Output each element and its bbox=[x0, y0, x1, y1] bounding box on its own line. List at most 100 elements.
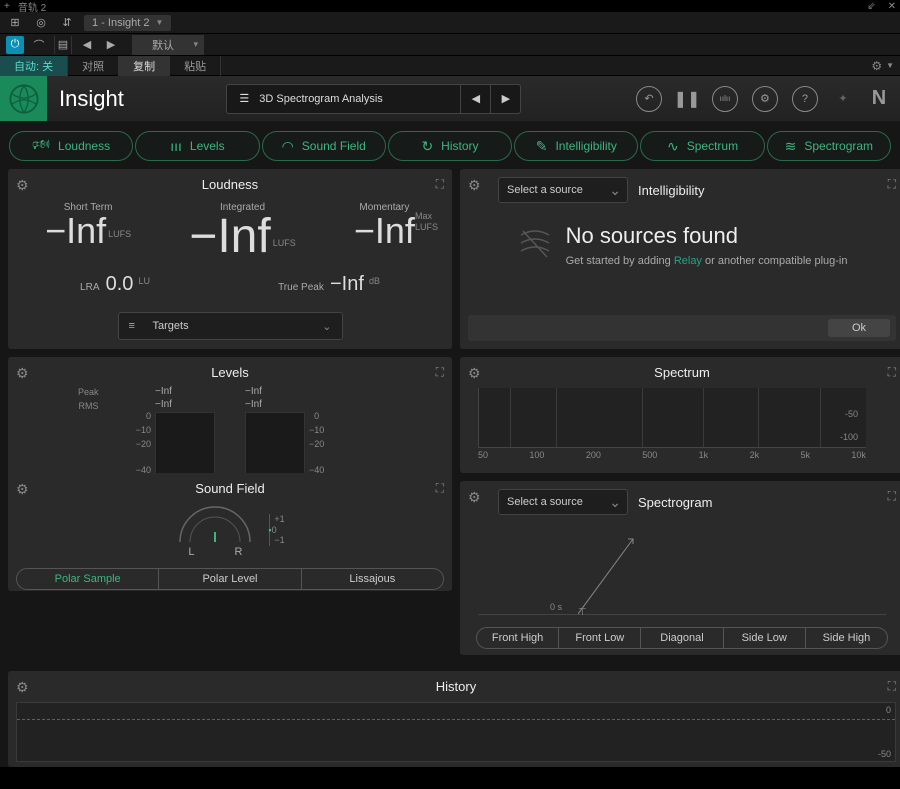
spectrum-x-labels: 501002005001k2k5k10k bbox=[478, 450, 866, 460]
preset-field[interactable]: ☰ 3D Spectrogram Analysis bbox=[226, 84, 461, 114]
pin-icon[interactable]: ⇙ bbox=[867, 1, 875, 12]
tab-front-low[interactable]: Front Low bbox=[559, 627, 641, 649]
plugin-logo bbox=[0, 76, 47, 121]
track-selector[interactable]: 1 - Insight 2▼ bbox=[84, 15, 171, 31]
short-term-value: −Inf bbox=[45, 210, 106, 251]
levels-expand-icon[interactable]: ⛶ bbox=[436, 365, 444, 380]
soundfield-gear-icon[interactable]: ⚙ bbox=[16, 481, 29, 498]
tab-intelligibility[interactable]: ✎Intelligibility bbox=[514, 131, 638, 161]
right-readouts: −Inf bbox=[245, 386, 305, 397]
history-expand-icon[interactable]: ⛶ bbox=[888, 679, 896, 694]
pause-icon[interactable]: ❚❚ bbox=[676, 88, 698, 110]
route-icon[interactable]: ⇵ bbox=[58, 14, 76, 32]
history-gear-icon[interactable]: ⚙ bbox=[16, 679, 29, 696]
spectrum-expand-icon[interactable]: ⛶ bbox=[888, 365, 896, 380]
plus-icon[interactable]: + bbox=[4, 1, 10, 12]
spectrogram-time: 0 s bbox=[550, 602, 562, 612]
truepeak-label: True Peak bbox=[278, 282, 324, 293]
target-icon[interactable]: ◎ bbox=[32, 14, 50, 32]
tab-spectrum[interactable]: ∿Spectrum bbox=[640, 131, 764, 161]
intel-gear-icon[interactable]: ⚙ bbox=[468, 177, 481, 194]
tab-side-high[interactable]: Side High bbox=[806, 627, 888, 649]
undo-icon[interactable]: ↶ bbox=[636, 86, 662, 112]
grid-icon[interactable]: ⊞ bbox=[6, 14, 24, 32]
momentary-value: −Inf bbox=[354, 210, 415, 251]
loudness-icon: 🕬 bbox=[32, 134, 50, 158]
preset-prev-button[interactable]: ◀ bbox=[461, 84, 491, 114]
ok-button[interactable]: Ok bbox=[828, 319, 890, 337]
tab-front-high[interactable]: Front High bbox=[476, 627, 559, 649]
history-graph: 0 -50 bbox=[16, 702, 896, 762]
levels-title: Levels bbox=[16, 365, 444, 380]
spectrogram-expand-icon[interactable]: ⛶ bbox=[888, 489, 896, 504]
host-gear-icon[interactable]: ⚙ bbox=[871, 59, 882, 73]
intel-source-dropdown[interactable]: Select a source bbox=[498, 177, 628, 203]
spectrum-panel: ⚙ ⛶ Spectrum -50 -100 501002005001k2k5k1… bbox=[460, 357, 900, 473]
page-icon[interactable]: ▤ bbox=[54, 36, 72, 54]
intel-headline: No sources found bbox=[566, 223, 848, 249]
spectrum-title: Spectrum bbox=[468, 365, 896, 380]
tab-side-low[interactable]: Side Low bbox=[724, 627, 806, 649]
compare-cell[interactable]: 对照 bbox=[68, 56, 119, 76]
paste-cell[interactable]: 粘贴 bbox=[170, 56, 221, 76]
spectrum-gear-icon[interactable]: ⚙ bbox=[468, 365, 481, 382]
list-icon: ☰ bbox=[239, 92, 249, 105]
max-lufs-label: MaxLUFS bbox=[415, 211, 438, 233]
intel-expand-icon[interactable]: ⛶ bbox=[888, 177, 896, 192]
tab-polar-level[interactable]: Polar Level bbox=[159, 568, 301, 590]
copy-cell[interactable]: 复制 bbox=[119, 56, 170, 76]
host-preset-dropdown[interactable]: 默认 bbox=[132, 35, 204, 55]
spectrogram-title: Spectrogram bbox=[638, 495, 896, 510]
loudness-title: Loudness bbox=[16, 177, 444, 192]
tab-strip: 🕬Loudness ıııLevels ◠Sound Field ↻Histor… bbox=[0, 121, 900, 169]
tab-history[interactable]: ↻History bbox=[388, 131, 512, 161]
link-icon[interactable]: ✦ bbox=[832, 88, 854, 110]
correlation-scale: +1 ▪0 −1 bbox=[269, 514, 284, 546]
relay-link[interactable]: Relay bbox=[674, 255, 702, 267]
spectrogram-icon: ≋ bbox=[785, 138, 797, 155]
close-icon[interactable]: ✕ bbox=[888, 1, 896, 12]
host-gear-arrow[interactable]: ▼ bbox=[886, 61, 894, 70]
spectrogram-gear-icon[interactable]: ⚙ bbox=[468, 489, 481, 506]
spectrum-icon: ∿ bbox=[667, 138, 679, 155]
host-toolbar-2: ⏻ ⌒ ▤ ◀ ▶ 默认 bbox=[0, 34, 900, 56]
history-target-line bbox=[17, 719, 895, 720]
help-icon[interactable]: ? bbox=[792, 86, 818, 112]
spectrogram-source-dropdown[interactable]: Select a source bbox=[498, 489, 628, 515]
loudness-gear-icon[interactable]: ⚙ bbox=[16, 177, 29, 194]
izotope-logo-icon[interactable]: N bbox=[868, 88, 890, 110]
tab-soundfield[interactable]: ◠Sound Field bbox=[262, 131, 386, 161]
sliders-icon: ≡ bbox=[129, 320, 143, 332]
preset-next-button[interactable]: ▶ bbox=[491, 84, 521, 114]
preset-name: 3D Spectrogram Analysis bbox=[259, 93, 383, 105]
tab-loudness[interactable]: 🕬Loudness bbox=[9, 131, 133, 161]
host-window-titlebar: + 音轨 2 ⇙ ✕ bbox=[0, 0, 900, 12]
plugin-header: Insight ☰ 3D Spectrogram Analysis ◀ ▶ ↶ … bbox=[0, 76, 900, 121]
tab-lissajous[interactable]: Lissajous bbox=[302, 568, 444, 590]
spectrum-graph: -50 -100 bbox=[478, 388, 866, 448]
meter-reset-icon[interactable]: ıılıı bbox=[712, 86, 738, 112]
loudness-panel: ⚙ ⛶ Loudness Short Term −InfLUFS Integra… bbox=[8, 169, 452, 349]
tab-levels[interactable]: ıııLevels bbox=[135, 131, 259, 161]
lra-value: 0.0 bbox=[106, 273, 134, 295]
levels-gear-icon[interactable]: ⚙ bbox=[16, 365, 29, 382]
spectrogram-panel: ⚙ ⛶ Select a source Spectrogram 0 s ⊤ Fr… bbox=[460, 481, 900, 655]
targets-dropdown[interactable]: ≡ Targets bbox=[118, 312, 343, 340]
auto-toggle[interactable]: 自动: 关 bbox=[0, 56, 68, 76]
next-icon[interactable]: ▶ bbox=[102, 36, 120, 54]
history-title: History bbox=[16, 679, 896, 694]
tab-spectrogram[interactable]: ≋Spectrogram bbox=[767, 131, 891, 161]
spectrogram-view-tabs: Front High Front Low Diagonal Side Low S… bbox=[476, 627, 888, 649]
history-panel: ⚙ ⛶ History 0 -50 bbox=[8, 671, 900, 767]
bypass-icon[interactable]: ⌒ bbox=[30, 36, 48, 54]
settings-icon[interactable]: ⚙ bbox=[752, 86, 778, 112]
no-source-icon bbox=[517, 229, 553, 262]
soundfield-expand-icon[interactable]: ⛶ bbox=[436, 481, 444, 496]
tab-diagonal[interactable]: Diagonal bbox=[641, 627, 723, 649]
host-toolbar-1: ⊞ ◎ ⇵ 1 - Insight 2▼ bbox=[0, 12, 900, 34]
loudness-expand-icon[interactable]: ⛶ bbox=[436, 177, 444, 192]
power-icon[interactable]: ⏻ bbox=[6, 36, 24, 54]
prev-icon[interactable]: ◀ bbox=[78, 36, 96, 54]
host-toolbar-3: 自动: 关 对照 复制 粘贴 ⚙ ▼ bbox=[0, 56, 900, 76]
tab-polar-sample[interactable]: Polar Sample bbox=[16, 568, 159, 590]
